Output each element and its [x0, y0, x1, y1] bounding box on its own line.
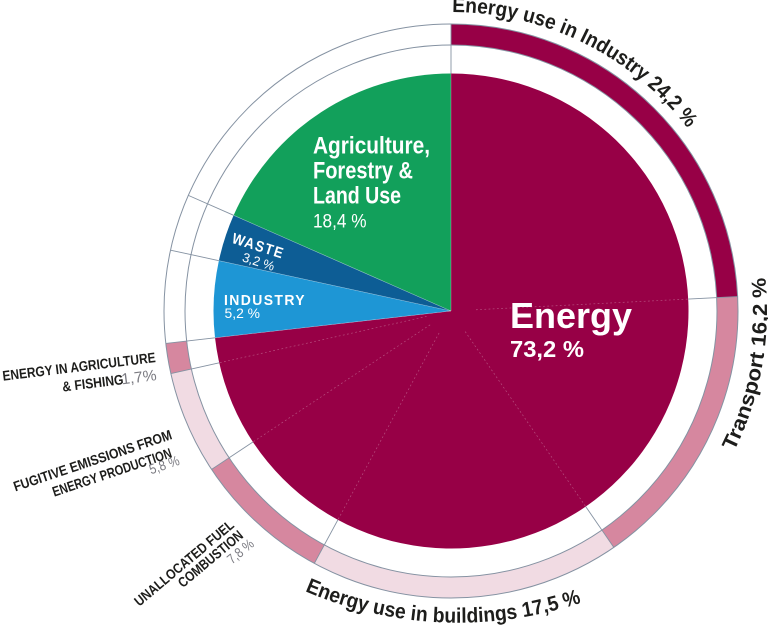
- svg-text:73,2 %: 73,2 %: [510, 336, 584, 362]
- svg-text:18,4 %: 18,4 %: [313, 212, 367, 233]
- svg-text:Agriculture,: Agriculture,: [313, 132, 430, 159]
- svg-text:5,2 %: 5,2 %: [225, 305, 261, 321]
- svg-text:1,7%: 1,7%: [120, 367, 157, 388]
- svg-text:INDUSTRY: INDUSTRY: [224, 292, 306, 309]
- svg-text:Energy: Energy: [510, 295, 632, 336]
- svg-text:Forestry &: Forestry &: [313, 157, 413, 184]
- svg-text:& FISHING: & FISHING: [61, 371, 124, 394]
- svg-text:Land Use: Land Use: [313, 182, 401, 209]
